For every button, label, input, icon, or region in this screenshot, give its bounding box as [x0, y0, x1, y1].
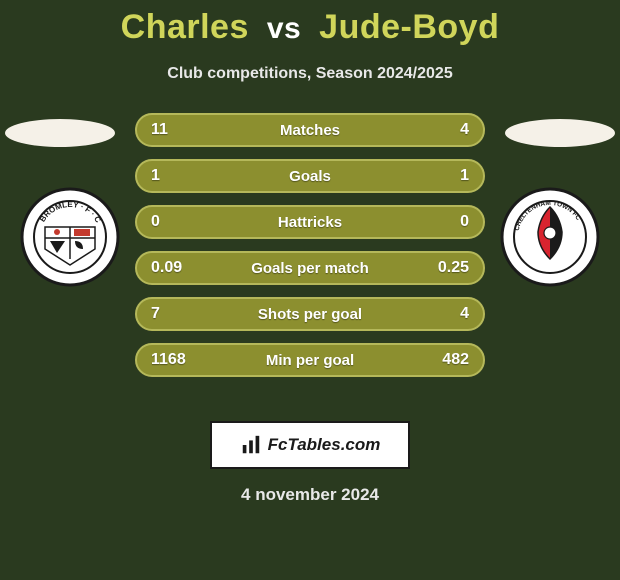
stat-right-value: 0.25: [421, 259, 469, 277]
cheltenham-town-crest-icon: CHELTENHAM TOWN FC: [500, 187, 600, 287]
stat-row: 0 Hattricks 0: [135, 205, 485, 239]
stat-row: 7 Shots per goal 4: [135, 297, 485, 331]
stat-row: 1 Goals 1: [135, 159, 485, 193]
player2-name: Jude-Boyd: [319, 8, 499, 46]
stat-left-value: 7: [151, 305, 199, 323]
bromley-fc-crest-icon: BROMLEY · F · C: [20, 187, 120, 287]
player1-name: Charles: [121, 8, 249, 46]
stat-right-value: 482: [421, 351, 469, 369]
stat-label: Goals per match: [199, 260, 421, 277]
source-label: FcTables.com: [268, 435, 381, 455]
stat-right-value: 0: [421, 213, 469, 231]
stat-left-value: 0: [151, 213, 199, 231]
comparison-panel: BROMLEY · F · C CHELTENHAM TOWN FC 11 Ma…: [0, 113, 620, 413]
stat-row: 0.09 Goals per match 0.25: [135, 251, 485, 285]
stat-right-value: 1: [421, 167, 469, 185]
stat-row: 11 Matches 4: [135, 113, 485, 147]
date-label: 4 november 2024: [0, 485, 620, 505]
stat-right-value: 4: [421, 305, 469, 323]
stat-label: Hattricks: [199, 214, 421, 231]
stat-rows: 11 Matches 4 1 Goals 1 0 Hattricks 0 0.0…: [135, 113, 485, 389]
bar-chart-icon: [240, 434, 262, 456]
stat-label: Matches: [199, 122, 421, 139]
club-badge-left: BROMLEY · F · C: [20, 187, 120, 287]
stat-left-value: 1168: [151, 351, 199, 369]
subtitle: Club competitions, Season 2024/2025: [0, 65, 620, 83]
stat-right-value: 4: [421, 121, 469, 139]
comparison-title: Charles vs Jude-Boyd: [0, 0, 620, 47]
stat-label: Goals: [199, 168, 421, 185]
stat-left-value: 11: [151, 121, 199, 139]
player2-photo-placeholder: [505, 119, 615, 147]
source-badge: FcTables.com: [210, 421, 410, 469]
stat-left-value: 0.09: [151, 259, 199, 277]
stat-left-value: 1: [151, 167, 199, 185]
vs-label: vs: [267, 12, 301, 45]
stat-row: 1168 Min per goal 482: [135, 343, 485, 377]
stat-label: Min per goal: [199, 352, 421, 369]
stat-label: Shots per goal: [199, 306, 421, 323]
player1-photo-placeholder: [5, 119, 115, 147]
club-badge-right: CHELTENHAM TOWN FC: [500, 187, 600, 287]
